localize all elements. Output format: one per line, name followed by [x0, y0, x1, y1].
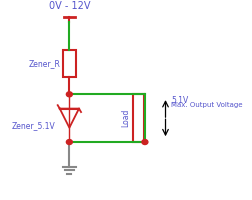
Bar: [63, 50, 76, 77]
Text: Zener_5.1V: Zener_5.1V: [11, 121, 55, 130]
Text: 0V - 12V: 0V - 12V: [49, 1, 90, 11]
Text: Zener_R: Zener_R: [29, 59, 61, 68]
Text: 5.1V: 5.1V: [171, 96, 188, 105]
Bar: [133, 94, 144, 142]
Circle shape: [66, 140, 72, 145]
Circle shape: [66, 92, 72, 97]
Circle shape: [142, 140, 148, 145]
Text: Load: Load: [121, 109, 130, 127]
Text: Max. Output Voltage: Max. Output Voltage: [171, 102, 243, 108]
